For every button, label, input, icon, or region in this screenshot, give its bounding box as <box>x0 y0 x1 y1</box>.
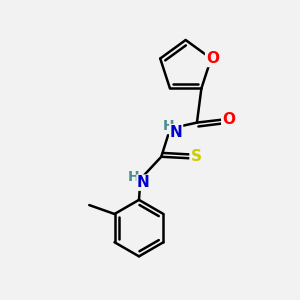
Text: H: H <box>128 170 140 184</box>
Text: O: O <box>222 112 235 127</box>
Text: O: O <box>206 51 219 66</box>
Text: H: H <box>163 119 175 134</box>
Text: N: N <box>170 124 182 140</box>
Text: S: S <box>190 149 202 164</box>
Text: N: N <box>137 175 150 190</box>
